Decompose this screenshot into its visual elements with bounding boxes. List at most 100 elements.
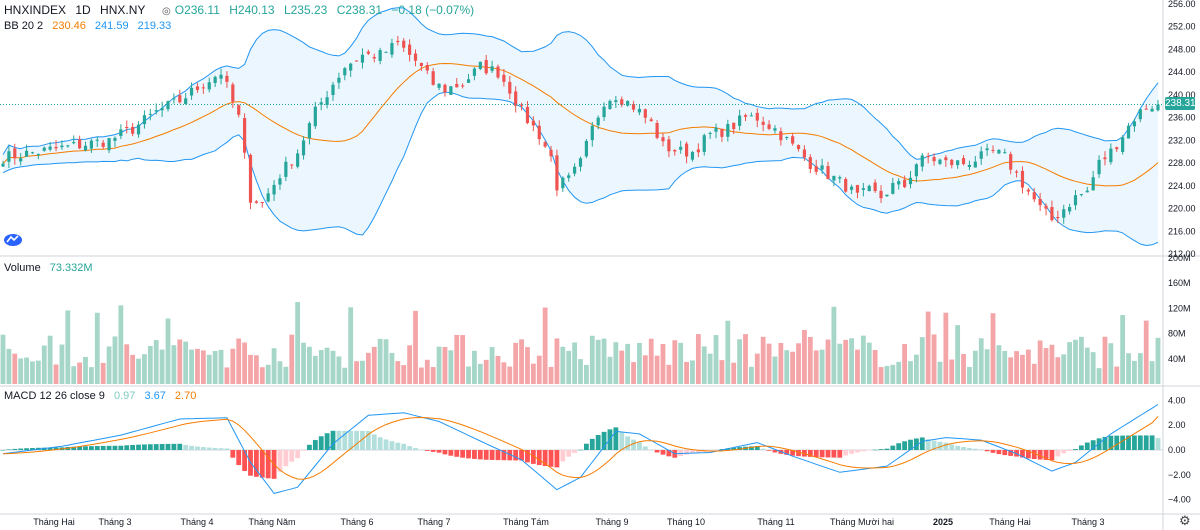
volume-bar [495,356,501,384]
macd-histogram-bar [566,450,572,457]
macd-histogram-bar [1073,449,1078,450]
candle-body [673,149,677,152]
candle-body [296,153,300,167]
signal-line [2,416,1159,480]
price-tick-label: 248.00 [1168,44,1196,54]
macd-histogram-bar [142,444,147,450]
volume-bar [866,342,872,384]
macd-signal-value: 2.70 [174,390,197,402]
macd-histogram-bar [365,430,371,450]
volume-bar [802,329,807,384]
high-value: H240.13 [229,3,275,17]
candle-body [873,182,877,192]
candle-body [443,84,447,93]
volume-bar [124,344,130,384]
macd-histogram-bar [1114,435,1120,450]
macd-legend[interactable]: MACD 12 26 close 9 0.97 3.67 2.70 [4,390,202,402]
bb-lower-line [2,91,1159,247]
volume-bar [955,325,961,384]
macd-histogram-bar [212,447,218,450]
candle-body [1097,159,1101,175]
macd-histogram-bar [1137,435,1143,450]
candle-body [791,136,795,144]
volume-bar [961,353,966,384]
volume-legend[interactable]: Volume 73.332M [4,262,99,274]
macd-histogram-bar [1020,450,1025,458]
volume-bar [0,334,6,384]
candle-body [561,177,565,189]
candle-body [967,164,972,168]
candle-body [997,149,1001,154]
volume-bar [625,343,631,384]
macd-histogram-bar [342,430,348,450]
candle-body [567,175,571,178]
last-price-tag: 238.31 [1165,97,1196,110]
settings-gear-icon[interactable]: ⚙ [1179,513,1191,528]
price-tick-label: 212.00 [1168,249,1196,259]
volume-bar [967,366,972,384]
candle-body [555,155,559,191]
bb-legend[interactable]: BB 20 2 230.46 241.59 219.33 [4,20,177,32]
candle-body [961,158,966,165]
macd-histogram-bar [236,450,242,466]
volume-bar [253,355,259,384]
macd-histogram-bar [990,450,996,453]
macd-histogram-bar [1049,450,1055,461]
volume-bar [460,335,466,384]
symbol-name[interactable]: HNXINDEX [4,3,67,17]
candle-body [472,68,477,76]
volume-bar [71,366,77,384]
volume-bar [860,335,866,384]
macd-histogram-bar [454,450,460,457]
volume-bar [448,350,454,384]
volume-bar [913,354,919,384]
macd-histogram-bar [943,442,949,450]
volume-bar [731,362,737,384]
volume-bar [684,361,689,384]
candle-body [466,79,471,83]
candle-body [136,124,141,135]
macd-tick-label: 4.00 [1168,395,1186,405]
macd-histogram-bar [507,450,513,461]
candle-body [1003,152,1007,154]
volume-bar [59,344,65,384]
interval-label[interactable]: 1D [75,3,91,17]
volume-tick-label: 40M [1168,354,1186,364]
tradingview-logo-icon[interactable] [3,231,23,247]
candle-body [514,91,518,106]
volume-bar [589,335,595,384]
volume-bar [501,362,507,384]
volume-bar [601,338,607,384]
volume-bar [171,345,177,384]
candle-body [337,77,341,83]
candle-body [243,118,247,153]
volume-bar [648,338,654,384]
macd-histogram-bar [1037,450,1043,460]
volume-bar [908,361,913,384]
volume-bar [1061,354,1067,384]
macd-histogram-bar [984,450,990,452]
volume-bar [542,307,548,384]
eye-icon[interactable]: ◎ [162,6,171,17]
volume-bar [77,362,83,384]
candle-body [496,66,500,78]
macd-histogram-bar [1025,450,1031,459]
volume-bar [695,334,701,384]
macd-histogram-bar [737,447,743,450]
volume-bar [796,343,801,384]
macd-histogram-bar [112,445,118,450]
candle-body [838,177,842,179]
macd-histogram-bar [312,440,318,450]
macd-histogram-bar [578,449,583,451]
volume-bar [1008,357,1014,384]
time-axis-label: Tháng 10 [667,517,705,527]
macd-histogram-bar [424,450,430,451]
volume-bar [678,342,684,384]
volume-bar [1020,354,1025,384]
candle-body [584,140,588,157]
volume-bar [83,356,88,384]
volume-bar [1014,351,1019,384]
volume-bar [530,363,536,384]
candle-body [1056,216,1060,219]
